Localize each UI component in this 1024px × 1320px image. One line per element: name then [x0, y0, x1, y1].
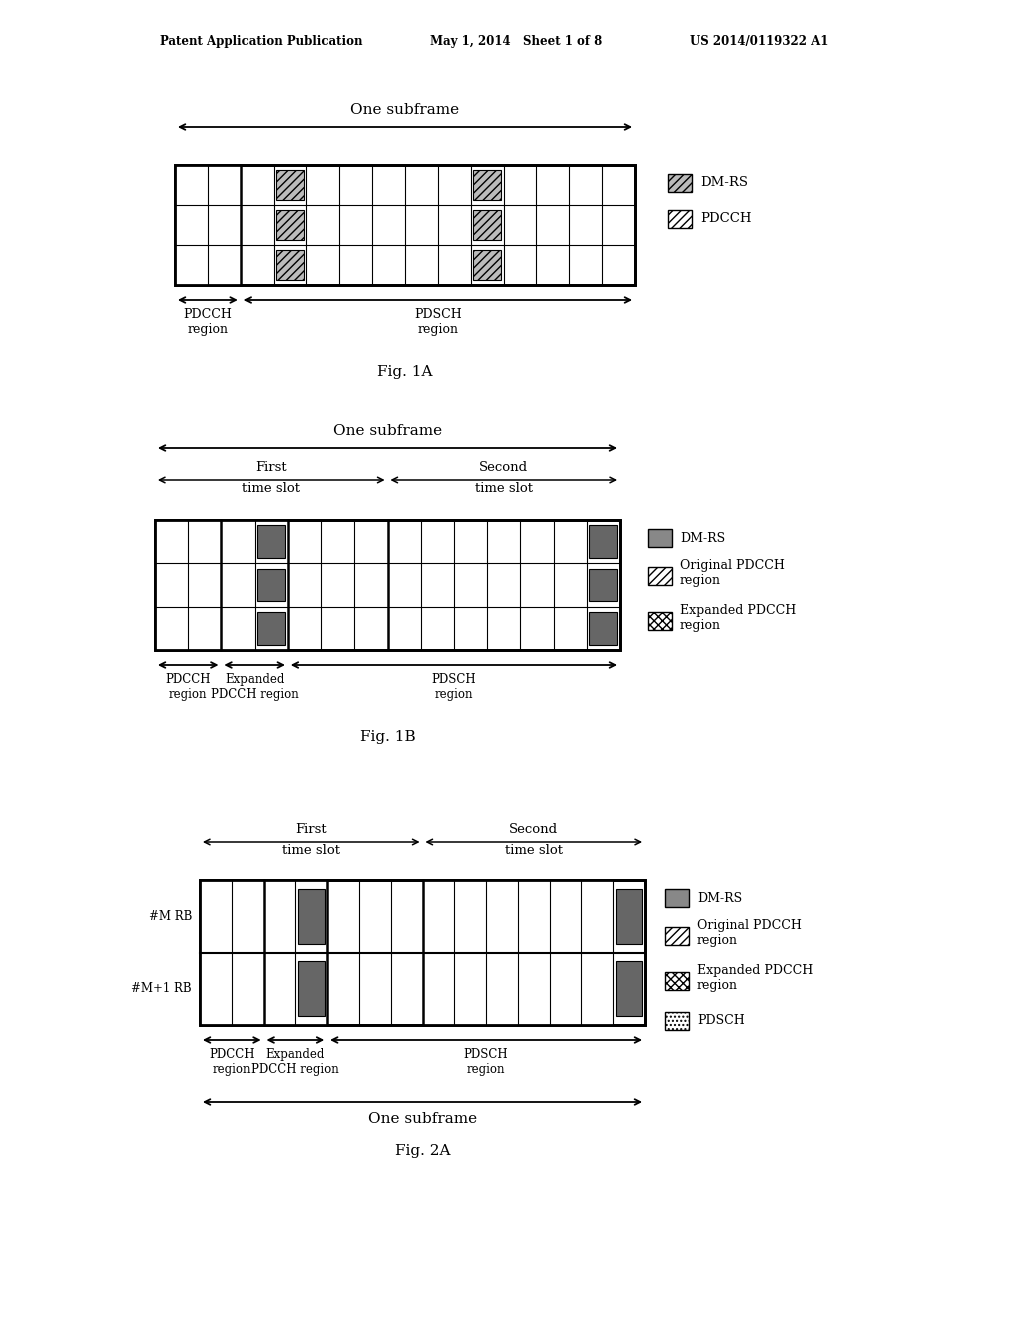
Bar [155, 520, 620, 649]
Bar [276, 170, 304, 201]
Bar [257, 612, 286, 644]
Bar [155, 520, 221, 649]
Bar [668, 210, 692, 228]
Text: PDSCH
region: PDSCH region [464, 1048, 508, 1076]
Text: One subframe: One subframe [333, 424, 442, 438]
Text: Fig. 2A: Fig. 2A [394, 1144, 451, 1158]
Text: time slot: time slot [243, 482, 300, 495]
Text: Expanded
PDCCH region: Expanded PDCCH region [211, 673, 299, 701]
Text: Original PDCCH
region: Original PDCCH region [680, 558, 784, 587]
Bar [221, 520, 288, 649]
Text: time slot: time slot [475, 482, 532, 495]
Text: #M RB: #M RB [148, 909, 193, 923]
Text: PDCCH
region: PDCCH region [166, 673, 211, 701]
Text: Second: Second [509, 822, 558, 836]
Bar [257, 525, 286, 558]
Text: DM-RS: DM-RS [697, 891, 742, 904]
Bar [473, 249, 501, 280]
Text: PDSCH
region: PDSCH region [414, 308, 462, 337]
Bar [263, 880, 327, 1026]
Text: DM-RS: DM-RS [700, 177, 748, 190]
Bar [155, 520, 620, 649]
Text: One subframe: One subframe [368, 1111, 477, 1126]
Bar [665, 972, 689, 990]
Text: PDSCH: PDSCH [697, 1015, 744, 1027]
Text: Fig. 1B: Fig. 1B [359, 730, 416, 744]
Bar [473, 210, 501, 240]
Bar [175, 165, 635, 285]
Text: DM-RS: DM-RS [680, 532, 725, 544]
Text: US 2014/0119322 A1: US 2014/0119322 A1 [690, 36, 828, 49]
Text: time slot: time slot [505, 843, 563, 857]
Bar [200, 880, 263, 1026]
Bar [473, 170, 501, 201]
Bar [200, 880, 645, 1026]
Bar [590, 525, 617, 558]
Bar [648, 529, 672, 546]
Text: PDSCH
region: PDSCH region [432, 673, 476, 701]
Bar [665, 927, 689, 945]
Bar [665, 888, 689, 907]
Text: One subframe: One subframe [350, 103, 460, 117]
Text: First: First [255, 461, 287, 474]
Bar [200, 880, 645, 1026]
Bar [648, 568, 672, 585]
Text: Original PDCCH
region: Original PDCCH region [697, 919, 802, 946]
Text: Expanded
PDCCH region: Expanded PDCCH region [252, 1048, 339, 1076]
Text: PDCCH
region: PDCCH region [183, 308, 232, 337]
Text: PDCCH
region: PDCCH region [209, 1048, 255, 1076]
Bar [615, 888, 642, 944]
Text: First: First [296, 822, 327, 836]
Bar [276, 249, 304, 280]
Bar [298, 961, 325, 1016]
Bar [665, 1012, 689, 1030]
Bar [175, 165, 635, 285]
Bar [615, 961, 642, 1016]
Bar [423, 880, 613, 1026]
Bar [590, 569, 617, 602]
Bar [175, 165, 241, 285]
Bar [298, 888, 325, 944]
Text: Expanded PDCCH
region: Expanded PDCCH region [680, 605, 797, 632]
Bar [257, 569, 286, 602]
Text: time slot: time slot [283, 843, 340, 857]
Bar [590, 612, 617, 644]
Text: #M+1 RB: #M+1 RB [131, 982, 193, 995]
Text: Expanded PDCCH
region: Expanded PDCCH region [697, 964, 813, 993]
Bar [648, 612, 672, 630]
Text: Second: Second [479, 461, 528, 474]
Text: PDCCH: PDCCH [700, 213, 752, 226]
Bar [668, 174, 692, 191]
Text: May 1, 2014   Sheet 1 of 8: May 1, 2014 Sheet 1 of 8 [430, 36, 602, 49]
Text: Patent Application Publication: Patent Application Publication [160, 36, 362, 49]
Bar [276, 210, 304, 240]
Text: Fig. 1A: Fig. 1A [377, 366, 433, 379]
